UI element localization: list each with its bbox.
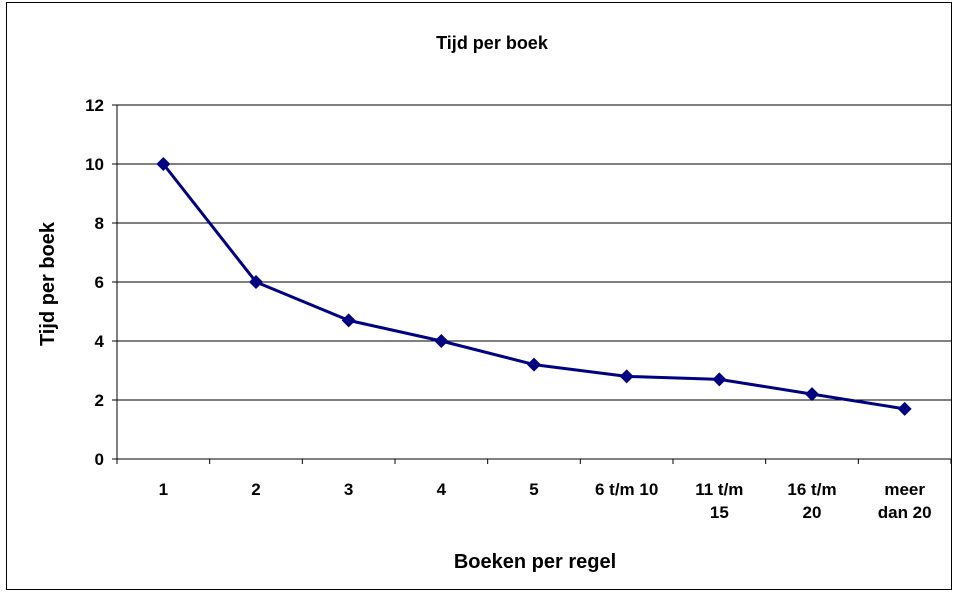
x-tick-label: meer dan 20 [878, 480, 932, 522]
x-tick-label: 4 [437, 480, 447, 499]
chart-title: Tijd per boek [436, 33, 549, 53]
y-tick-label: 8 [95, 214, 104, 233]
data-point-marker [341, 313, 356, 328]
series-line [162, 163, 905, 411]
y-tick-label: 0 [95, 450, 104, 469]
y-tick-labels: 0 2 4 6 8 10 12 [85, 96, 104, 469]
x-tick-label: 1 [159, 480, 168, 499]
line-chart: Tijd per boek Tijd per boek Boeken per r… [37, 33, 951, 573]
data-point-marker [156, 157, 171, 171]
x-tick-label: 11 t/m 15 [695, 480, 743, 522]
y-tick-label: 12 [85, 96, 104, 115]
data-point-marker [527, 357, 541, 372]
data-point-marker [805, 387, 819, 402]
axes [112, 104, 951, 464]
x-tick-label: 16 t/m 20 [787, 480, 836, 522]
x-tick-labels: 1 2 3 4 5 6 t/m 10 11 t/m 15 16 t/m 20 meer dan 20 [159, 480, 932, 522]
x-tick-label: 3 [344, 480, 353, 499]
x-tick-label: 6 t/m 10 [595, 480, 658, 499]
y-tick-label: 2 [95, 391, 104, 410]
gridlines [117, 104, 951, 401]
chart-frame: Tijd per boek Tijd per boek Boeken per r… [6, 2, 952, 590]
x-axis-label: Boeken per regel [454, 551, 616, 573]
data-point-marker [897, 401, 912, 416]
y-axis-label: Tijd per boek [37, 221, 59, 346]
data-series [156, 157, 912, 416]
data-point-marker [712, 372, 727, 387]
data-point-marker [619, 369, 634, 384]
x-tick-label: 5 [529, 480, 538, 499]
data-point-marker [434, 334, 449, 348]
y-tick-label: 4 [95, 332, 105, 351]
x-tick-label: 2 [251, 480, 260, 499]
data-point-marker [249, 275, 263, 289]
y-tick-label: 10 [85, 155, 104, 174]
y-tick-label: 6 [95, 273, 104, 292]
